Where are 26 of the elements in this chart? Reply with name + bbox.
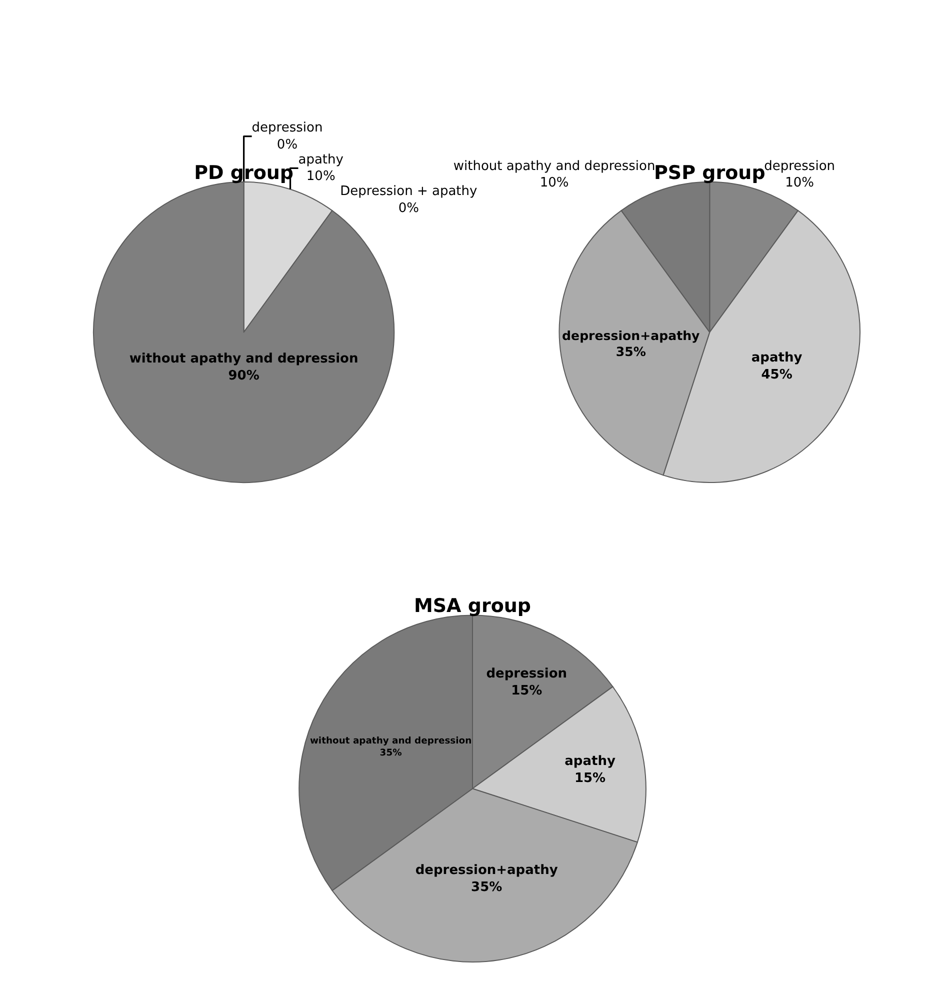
category-label: depression [252, 120, 323, 136]
slice-label: apathy [298, 152, 344, 168]
data-label: 45% [761, 368, 792, 382]
data-label: 10% [785, 176, 814, 191]
data-label: 35% [616, 344, 646, 360]
data-label: 90% [228, 368, 260, 384]
slice-label: depression [764, 158, 836, 174]
slice-label: apathy [564, 754, 616, 769]
data-label: 35% [471, 880, 502, 896]
data-label: 15% [511, 683, 542, 698]
slice-label: without apathy and depression [129, 352, 358, 367]
data-label: 10% [540, 176, 569, 191]
data-label: 10% [306, 169, 336, 184]
text: 0% [398, 201, 419, 216]
chart-title: PSP group [654, 162, 766, 184]
category-label: Depression + apathy [340, 184, 478, 200]
slice-label: depression [486, 666, 568, 682]
slice-label: apathy [751, 350, 803, 366]
chart-title: MSA group [414, 595, 532, 618]
slice-label: without apathy and depression [310, 735, 472, 746]
data-label: 35% [380, 747, 402, 758]
slice-label: without apathy and depression [453, 158, 656, 174]
slice-label: depression+apathy [415, 863, 558, 878]
text: 0% [276, 137, 298, 152]
slice-label: depression+apathy [562, 328, 700, 343]
data-label: 15% [574, 770, 606, 786]
